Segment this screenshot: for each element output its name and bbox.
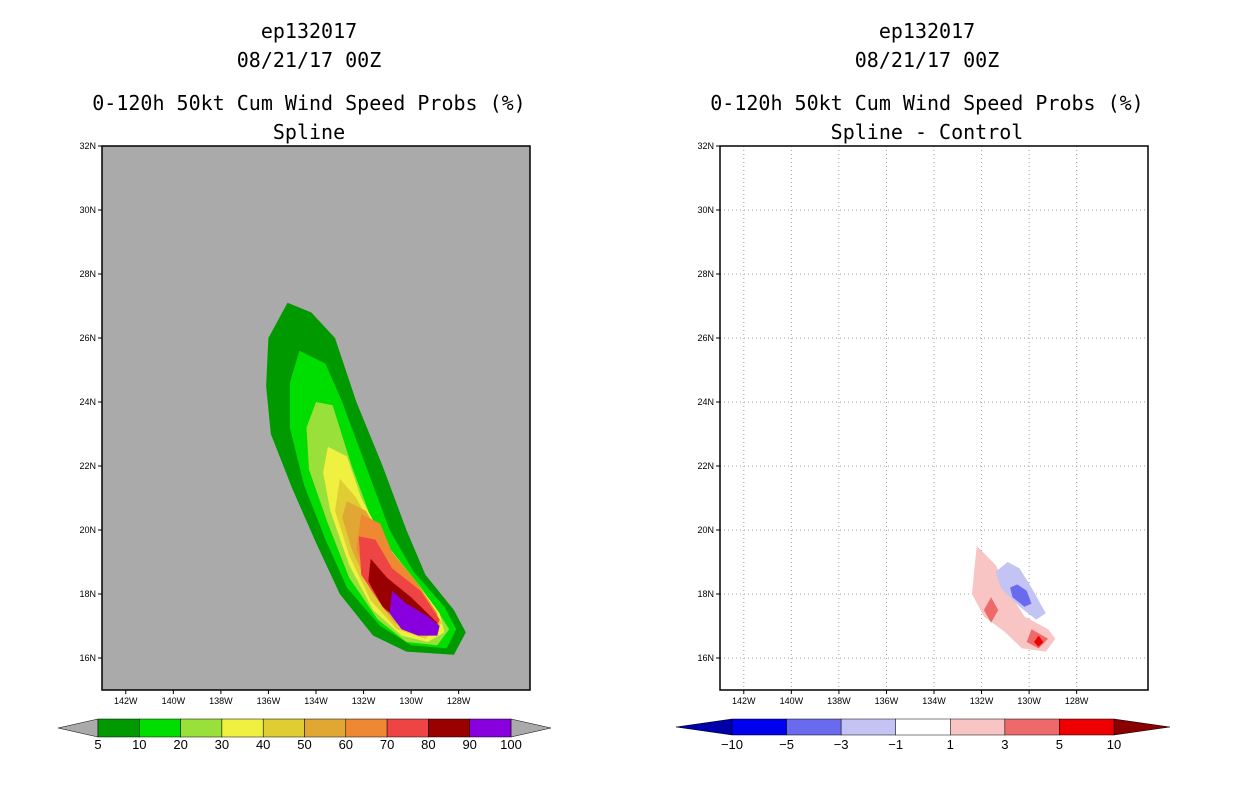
colorbar-label: 40 (256, 737, 270, 752)
contour-level-80 (368, 558, 438, 630)
colorbar-label: −1 (888, 737, 903, 752)
colorbar-label: 60 (339, 737, 353, 752)
colorbar-swatch (304, 718, 347, 738)
x-tick-label: 130W (399, 696, 423, 706)
x-tick-label: 128W (1065, 696, 1089, 706)
colorbar-swatch (262, 718, 305, 738)
y-tick-label: 28N (697, 269, 714, 279)
colorbar-swatch (139, 718, 181, 738)
colorbar-label: 30 (215, 737, 229, 752)
y-tick-label: 32N (79, 141, 96, 151)
left-subtitle: Spline (272, 120, 346, 144)
colorbar-label: 5 (94, 737, 101, 752)
colorbar-label: −3 (834, 737, 849, 752)
colorbar-swatch (786, 718, 842, 736)
y-tick-label: 20N (697, 525, 714, 535)
x-tick-label: 136W (875, 696, 899, 706)
colorbar-swatch (731, 718, 787, 736)
colorbar-swatch (221, 718, 264, 738)
x-tick-label: 130W (1017, 696, 1041, 706)
colorbar-swatch (97, 718, 140, 738)
left-date: 08/21/17 00Z (236, 48, 382, 72)
y-tick-label: 28N (79, 269, 96, 279)
colorbar-swatch (1059, 718, 1115, 736)
colorbar-label: 10 (132, 737, 146, 752)
right-panel: ep132017 08/21/17 00Z 0-120h 50kt Cum Wi… (618, 0, 1236, 800)
y-tick-label: 20N (79, 525, 96, 535)
y-tick-label: 18N (697, 589, 714, 599)
colorbar-label: 1 (947, 737, 954, 752)
y-tick-label: 18N (79, 589, 96, 599)
left-chart: 142W 140W 138W 136W 134W 132W 130W 128W 32N 30N 28… (57, 141, 552, 752)
colorbar-swatch (386, 718, 429, 738)
colorbar-swatch (180, 718, 223, 738)
colorbar-label: 20 (173, 737, 187, 752)
y-tick-label: 30N (697, 205, 714, 215)
x-tick-label: 142W (732, 696, 756, 706)
contour-level-1 (972, 546, 1056, 652)
colorbar-high-triangle (1113, 718, 1171, 736)
colorbar-low-triangle (57, 718, 99, 738)
colorbar-swatch (469, 718, 512, 738)
contour-level-5 (1033, 635, 1044, 647)
y-tick-label: 22N (697, 461, 714, 471)
colorbar-label: −5 (779, 737, 794, 752)
colorbar-label: 10 (1107, 737, 1121, 752)
x-tick-label: 132W (352, 696, 376, 706)
contour-level-3 (983, 597, 999, 623)
colorbar-label: 3 (1001, 737, 1008, 752)
x-tick-label: 140W (780, 696, 804, 706)
y-tick-label: 26N (697, 333, 714, 343)
left-panel: ep132017 08/21/17 00Z 0-120h 50kt Cum Wi… (57, 19, 552, 752)
x-tick-label: 134W (922, 696, 946, 706)
x-tick-label: 140W (162, 696, 186, 706)
left-title: 0-120h 50kt Cum Wind Speed Probs (%) (92, 91, 526, 115)
right-title: 0-120h 50kt Cum Wind Speed Probs (%) (710, 91, 1144, 115)
x-tick-label: 134W (304, 696, 328, 706)
x-tick-label: 136W (257, 696, 281, 706)
x-tick-label: 138W (209, 696, 233, 706)
y-tick-label: 16N (697, 653, 714, 663)
colorbar-label: 90 (462, 737, 476, 752)
right-date: 08/21/17 00Z (854, 48, 1000, 72)
contour-level-neg3 (1010, 584, 1032, 607)
colorbar-swatch (895, 718, 951, 736)
colorbar-swatch (1004, 718, 1060, 736)
x-tick-label: 132W (970, 696, 994, 706)
x-tick-label: 128W (447, 696, 471, 706)
colorbar-label: 5 (1056, 737, 1063, 752)
colorbar-swatch (428, 718, 470, 738)
colorbar-label: −10 (721, 737, 743, 752)
colorbar-label: 50 (297, 737, 311, 752)
colorbar-low-triangle (675, 718, 733, 736)
x-tick-label: 138W (827, 696, 851, 706)
colorbar-label: 70 (380, 737, 394, 752)
y-tick-label: 24N (79, 397, 96, 407)
colorbar-label: 100 (500, 737, 522, 752)
x-tick-label: 142W (114, 696, 138, 706)
y-tick-label: 16N (79, 653, 96, 663)
colorbar-label: 80 (421, 737, 435, 752)
y-tick-label: 30N (79, 205, 96, 215)
colorbar-swatch (840, 718, 896, 736)
right-subtitle: Spline - Control (830, 120, 1024, 144)
y-tick-label: 32N (697, 141, 714, 151)
colorbar-swatch (950, 718, 1006, 736)
left-storm-id: ep132017 (260, 19, 358, 43)
y-tick-label: 22N (79, 461, 96, 471)
colorbar-swatch (345, 718, 388, 738)
colorbar-high-triangle (510, 718, 552, 738)
y-tick-label: 24N (697, 397, 714, 407)
right-storm-id: ep132017 (878, 19, 976, 43)
contour-level-90 (389, 590, 440, 636)
right-chart: 142W 140W 138W 136W 134W 132W 130W 128W 32N 30N 28… (675, 141, 1171, 752)
y-tick-label: 26N (79, 333, 96, 343)
